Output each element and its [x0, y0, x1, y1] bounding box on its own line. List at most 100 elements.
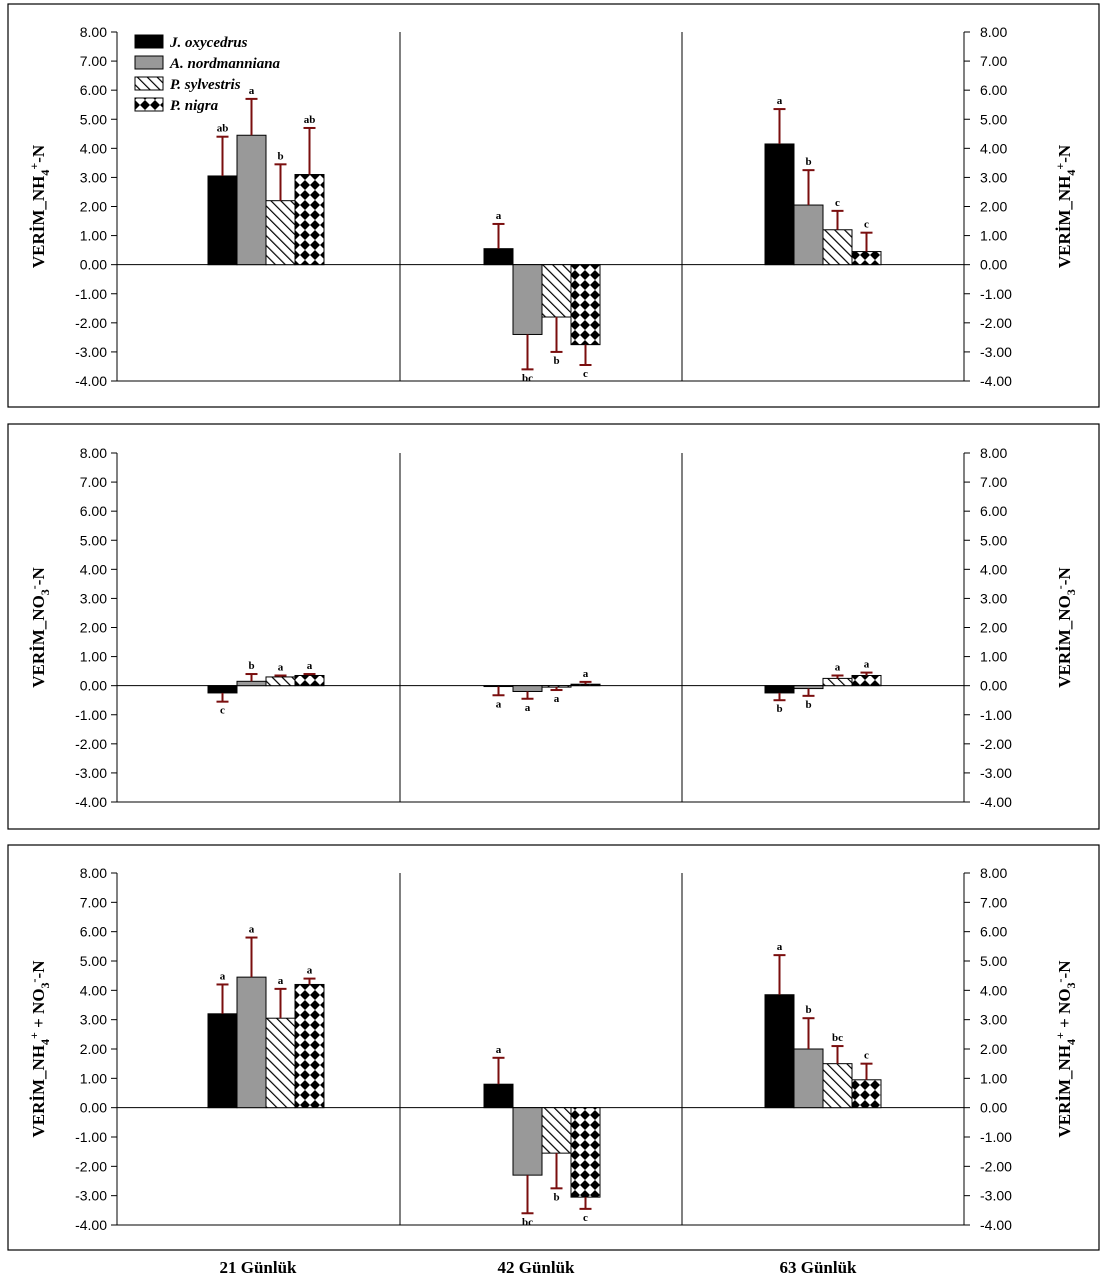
y-tick-label-right: 4.00: [980, 140, 1007, 156]
y-tick-label-left: 8.00: [80, 24, 107, 40]
bar-p-nigra-3: [851, 674, 882, 687]
bar-a-nordmanniana-2: [512, 264, 543, 335]
bar-p-sylvestris-1: [265, 676, 296, 687]
legend-item: J. oxycedrus: [134, 34, 248, 51]
significance-letter: b: [277, 150, 283, 162]
legend-label: A. nordmanniana: [169, 56, 281, 72]
y-tick-label-right: 1.00: [980, 1070, 1007, 1086]
significance-letter: c: [583, 1212, 588, 1224]
significance-letter: b: [805, 699, 811, 711]
legend-item: P. nigra: [134, 97, 219, 114]
bar-p-nigra-1: [294, 674, 325, 687]
legend-swatch: [134, 55, 164, 70]
bar-p-sylvestris-3: [822, 1063, 853, 1109]
y-tick-label-right: 1.00: [980, 649, 1007, 665]
bar-p-nigra-1: [294, 983, 325, 1109]
y-tick-label-left: 6.00: [80, 503, 107, 519]
significance-letter: a: [249, 924, 255, 936]
bar-p-nigra-3: [851, 251, 882, 266]
y-tick-label-left: 8.00: [80, 865, 107, 881]
y-tick-label-right: -1.00: [980, 1129, 1012, 1145]
significance-letter: b: [553, 1191, 559, 1203]
panel-frame: [7, 3, 1100, 408]
bar-a-nordmanniana-1: [236, 134, 267, 266]
bar-j-oxycedrus-2: [483, 685, 514, 688]
legend-swatch: [134, 97, 164, 112]
bar-a-nordmanniana-2: [512, 685, 543, 692]
significance-letter: b: [553, 355, 559, 367]
y-tick-label-right: 1.00: [980, 228, 1007, 244]
y-tick-label-right: -4.00: [980, 1217, 1012, 1233]
bar-p-nigra-2: [570, 1107, 601, 1198]
y-tick-label-left: 1.00: [80, 228, 107, 244]
y-tick-label-left: -3.00: [75, 1188, 107, 1204]
x-category-label: 42 Günlük: [497, 1258, 575, 1277]
bar-a-nordmanniana-3: [793, 1048, 824, 1109]
y-tick-label-left: 0.00: [80, 678, 107, 694]
y-tick-label-left: 1.00: [80, 1070, 107, 1086]
significance-letter: a: [307, 965, 313, 977]
y-tick-label-left: 4.00: [80, 982, 107, 998]
y-tick-label-left: 1.00: [80, 649, 107, 665]
significance-letter: bc: [832, 1032, 843, 1044]
y-tick-label-right: 2.00: [980, 1041, 1007, 1057]
x-category-label: 63 Günlük: [779, 1258, 857, 1277]
bar-j-oxycedrus-2: [483, 1083, 514, 1109]
y-tick-label-left: 7.00: [80, 53, 107, 69]
y-tick-label-left: -4.00: [75, 1217, 107, 1233]
y-tick-label-right: 7.00: [980, 894, 1007, 910]
significance-letter: a: [307, 660, 313, 672]
y-tick-label-left: 3.00: [80, 1012, 107, 1028]
y-tick-label-right: 8.00: [980, 865, 1007, 881]
y-axis-label: VERİM_NH4+-N: [1053, 144, 1078, 268]
significance-letter: a: [864, 659, 870, 671]
bar-p-sylvestris-1: [265, 200, 296, 266]
y-axis-label: VERİM_NH4+ + NO3--N: [1053, 960, 1078, 1138]
y-axis-label: VERİM_NH4+ + NO3--N: [27, 960, 52, 1138]
y-axis-label: VERİM_NO3--N: [27, 567, 52, 688]
significance-letter: bc: [522, 372, 533, 384]
bar-j-oxycedrus-1: [207, 685, 238, 694]
y-tick-label-left: -2.00: [75, 736, 107, 752]
significance-letter: a: [777, 941, 783, 953]
y-tick-label-right: 3.00: [980, 590, 1007, 606]
panel-frame: [7, 423, 1100, 830]
y-tick-label-right: 4.00: [980, 561, 1007, 577]
bar-j-oxycedrus-3: [764, 994, 795, 1109]
y-tick-label-right: 6.00: [980, 924, 1007, 940]
legend-item: A. nordmanniana: [134, 55, 281, 72]
y-tick-label-right: -2.00: [980, 1158, 1012, 1174]
y-tick-label-left: -4.00: [75, 373, 107, 389]
y-tick-label-left: -1.00: [75, 286, 107, 302]
y-tick-label-right: 0.00: [980, 678, 1007, 694]
significance-letter: c: [583, 368, 588, 380]
bar-j-oxycedrus-3: [764, 143, 795, 266]
bar-a-nordmanniana-1: [236, 680, 267, 687]
y-tick-label-right: 3.00: [980, 169, 1007, 185]
legend-label: J. oxycedrus: [169, 35, 248, 51]
y-tick-label-left: 2.00: [80, 1041, 107, 1057]
y-tick-label-right: 6.00: [980, 503, 1007, 519]
significance-letter: a: [554, 693, 560, 705]
bar-j-oxycedrus-1: [207, 1013, 238, 1109]
bar-a-nordmanniana-3: [793, 204, 824, 266]
y-tick-label-left: -2.00: [75, 1158, 107, 1174]
legend-label: P. sylvestris: [170, 77, 241, 93]
significance-letter: c: [220, 705, 225, 717]
bar-p-sylvestris-2: [541, 1107, 572, 1154]
y-tick-label-right: -4.00: [980, 794, 1012, 810]
y-tick-label-right: 5.00: [980, 953, 1007, 969]
significance-letter: a: [835, 661, 841, 673]
bar-j-oxycedrus-2: [483, 248, 514, 266]
bar-p-sylvestris-3: [822, 229, 853, 266]
significance-letter: b: [805, 156, 811, 168]
significance-letter: bc: [522, 1216, 533, 1228]
legend-swatch: [134, 76, 164, 91]
bar-p-nigra-3: [851, 1079, 882, 1109]
y-tick-label-left: 8.00: [80, 445, 107, 461]
legend-item: P. sylvestris: [134, 76, 241, 93]
significance-letter: b: [805, 1004, 811, 1016]
significance-letter: c: [835, 197, 840, 209]
y-tick-label-left: -3.00: [75, 765, 107, 781]
